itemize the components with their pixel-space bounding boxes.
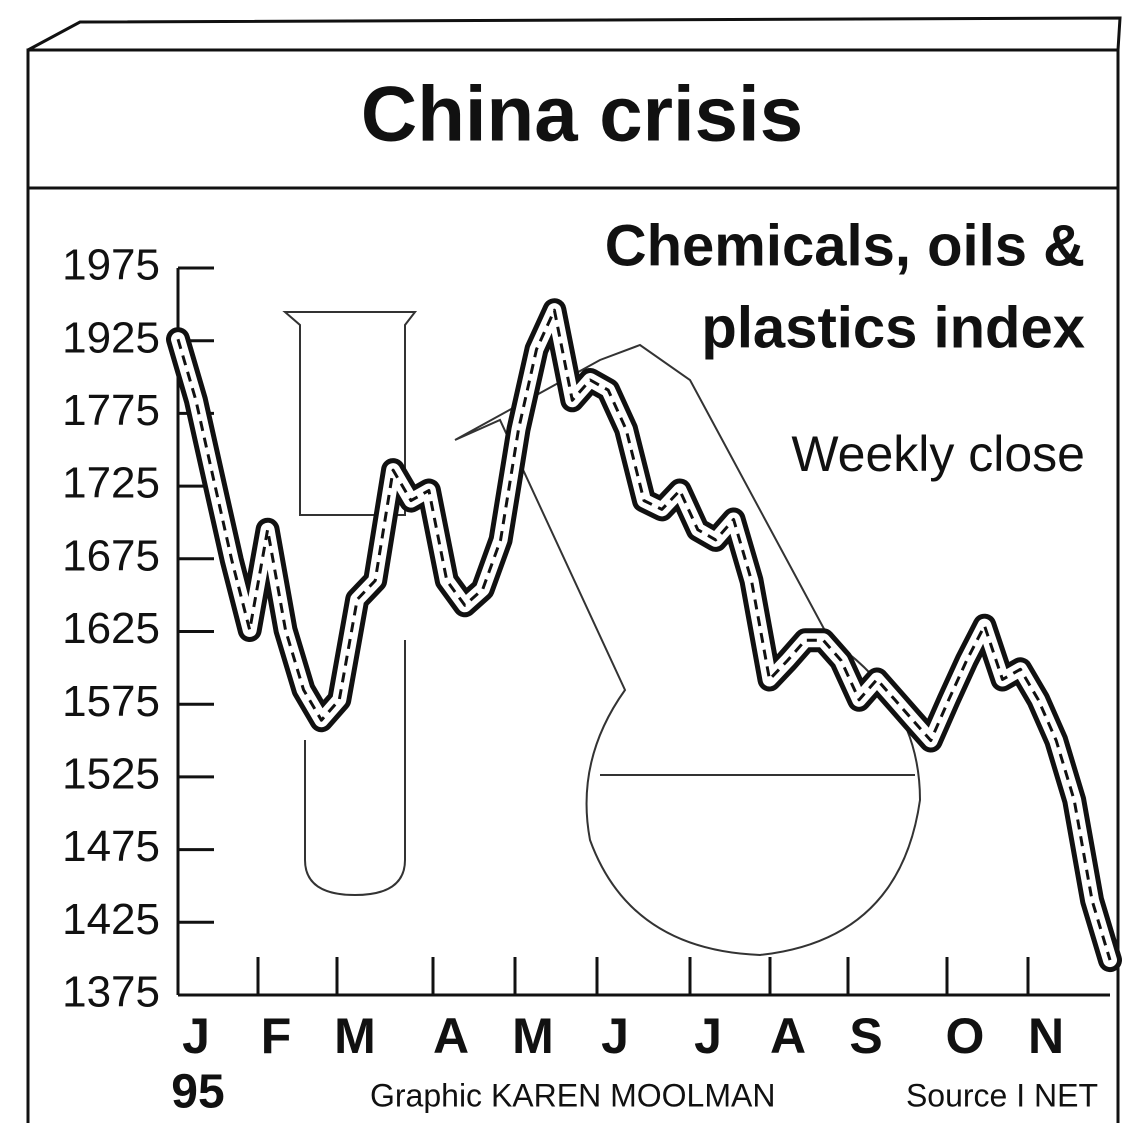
- y-tick-label: 1475: [62, 822, 160, 871]
- frame: [28, 50, 1118, 1123]
- line-series: [178, 310, 1110, 960]
- y-tick-label: 1675: [62, 531, 160, 580]
- y-tick-label: 1625: [62, 604, 160, 653]
- y-tick-label: 1425: [62, 895, 160, 944]
- x-tick-label: J: [694, 1008, 722, 1064]
- y-tick-label: 1375: [62, 968, 160, 1017]
- x-tick-label: A: [433, 1008, 469, 1064]
- y-tick-label: 1725: [62, 459, 160, 508]
- y-tick-label: 1575: [62, 677, 160, 726]
- x-tick-label: F: [261, 1008, 292, 1064]
- year-label: 95: [171, 1066, 224, 1119]
- y-tick-label: 1975: [62, 241, 160, 290]
- y-tick-label: 1925: [62, 313, 160, 362]
- chart: China crisis Chemicals, oils & plastics …: [0, 0, 1139, 1123]
- x-tick-label: A: [770, 1008, 806, 1064]
- subtitle-line: Chemicals, oils &: [605, 213, 1085, 278]
- frame-top: [28, 18, 1120, 50]
- source: Source I NET: [906, 1077, 1098, 1113]
- annotation: Weekly close: [791, 426, 1085, 482]
- x-tick-label: M: [334, 1008, 376, 1064]
- subtitle-line: plastics index: [701, 295, 1085, 360]
- credit: Graphic KAREN MOOLMAN: [370, 1077, 775, 1113]
- y-tick-label: 1525: [62, 750, 160, 799]
- x-tick-label: O: [946, 1008, 985, 1064]
- x-tick-label: N: [1028, 1008, 1064, 1064]
- x-tick-label: J: [601, 1008, 629, 1064]
- chart-title: China crisis: [361, 70, 803, 158]
- x-tick-label: S: [849, 1008, 882, 1064]
- y-tick-label: 1775: [62, 386, 160, 435]
- x-tick-label: M: [512, 1008, 554, 1064]
- x-tick-label: J: [182, 1008, 210, 1064]
